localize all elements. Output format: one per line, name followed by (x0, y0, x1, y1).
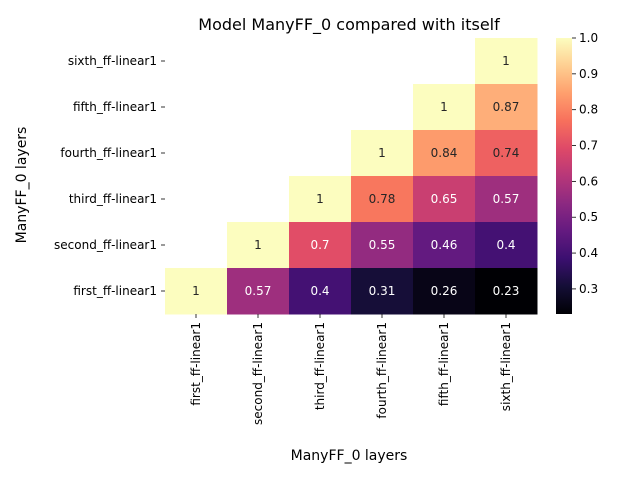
x-tick-label: fourth_ff-linear1 (375, 322, 389, 419)
heatmap-cell (165, 268, 228, 315)
cell-value-label: 1 (502, 54, 510, 68)
heatmap-cell (227, 268, 290, 315)
heatmap-cell (475, 222, 538, 269)
cell-value-label: 0.31 (369, 284, 396, 298)
colorbar-tick-label: 0.9 (579, 67, 598, 81)
colorbar-tick-label: 0.8 (579, 103, 598, 117)
heatmap-cell (289, 268, 352, 315)
heatmap-cell (413, 130, 476, 177)
cell-value-label: 0.57 (493, 192, 520, 206)
x-tick-label: sixth_ff-linear1 (499, 322, 513, 411)
cell-value-label: 1 (316, 192, 324, 206)
cell-value-label: 0.46 (431, 238, 458, 252)
x-tick-label: fifth_ff-linear1 (437, 322, 451, 406)
cell-value-label: 1 (192, 284, 200, 298)
colorbar-tick-label: 0.6 (579, 174, 598, 188)
cell-value-label: 0.78 (369, 192, 396, 206)
y-tick-label: first_ff-linear1 (73, 284, 157, 298)
cell-value-label: 0.74 (493, 146, 520, 160)
heatmap-cell (413, 176, 476, 223)
heatmap-cell (413, 84, 476, 131)
y-axis-ticks: sixth_ff-linear1 fifth_ff-linear1 fourth_f… (54, 54, 165, 298)
chart-title: Model ManyFF_0 compared with itself (198, 15, 500, 35)
cell-value-label: 0.65 (431, 192, 458, 206)
cell-value-label: 0.55 (369, 238, 396, 252)
heatmap-cell (413, 268, 476, 315)
cell-value-label: 1 (254, 238, 262, 252)
colorbar-tick-label: 0.4 (579, 246, 598, 260)
colorbar-tick-label: 0.5 (579, 210, 598, 224)
heatmap-cell (475, 130, 538, 177)
y-tick-label: sixth_ff-linear1 (68, 54, 157, 68)
colorbar-tick-label: 0.7 (579, 139, 598, 153)
heatmap-cell (475, 176, 538, 223)
heatmap-cell-labels: 1 1 0.87 1 0.84 0.74 1 0.78 0.65 0.57 1 0.7 0.55 0.46… (192, 54, 519, 298)
heatmap-cells (165, 38, 538, 315)
colorbar-tick-label: 0.3 (579, 282, 598, 296)
cell-value-label: 0.87 (493, 100, 520, 114)
cell-value-label: 0.4 (496, 238, 515, 252)
cell-value-label: 1 (378, 146, 386, 160)
heatmap-cell (227, 222, 290, 269)
heatmap-cell (351, 176, 414, 223)
colorbar (556, 38, 572, 314)
heatmap-cell (475, 84, 538, 131)
cell-value-label: 0.26 (431, 284, 458, 298)
cell-value-label: 0.23 (493, 284, 520, 298)
x-axis-label: ManyFF_0 layers (291, 448, 408, 464)
heatmap-cell (351, 268, 414, 315)
x-axis-ticks: first_ff-linear1 second_ff-linear1 third_f… (189, 314, 513, 425)
heatmap-cell (475, 268, 538, 315)
cell-value-label: 1 (440, 100, 448, 114)
y-tick-label: third_ff-linear1 (69, 192, 157, 206)
cell-value-label: 0.84 (431, 146, 458, 160)
heatmap-cell (413, 222, 476, 269)
y-tick-label: second_ff-linear1 (54, 238, 157, 252)
y-axis-label: ManyFF_0 layers (14, 127, 30, 244)
heatmap-cell (351, 130, 414, 177)
y-tick-label: fourth_ff-linear1 (60, 146, 157, 160)
cell-value-label: 0.7 (310, 238, 329, 252)
cell-value-label: 0.4 (310, 284, 329, 298)
x-tick-label: third_ff-linear1 (313, 322, 327, 410)
heatmap-cell (289, 222, 352, 269)
colorbar-ticks: 0.3 0.4 0.5 0.6 0.7 0.8 0.9 1.0 (572, 31, 598, 296)
x-tick-label: second_ff-linear1 (251, 322, 265, 425)
heatmap-cell (351, 222, 414, 269)
heatmap-cell (475, 38, 538, 85)
heatmap-cell (289, 176, 352, 223)
cell-value-label: 0.57 (245, 284, 272, 298)
y-tick-label: fifth_ff-linear1 (73, 100, 157, 114)
x-tick-label: first_ff-linear1 (189, 322, 203, 406)
colorbar-tick-label: 1.0 (579, 31, 598, 45)
